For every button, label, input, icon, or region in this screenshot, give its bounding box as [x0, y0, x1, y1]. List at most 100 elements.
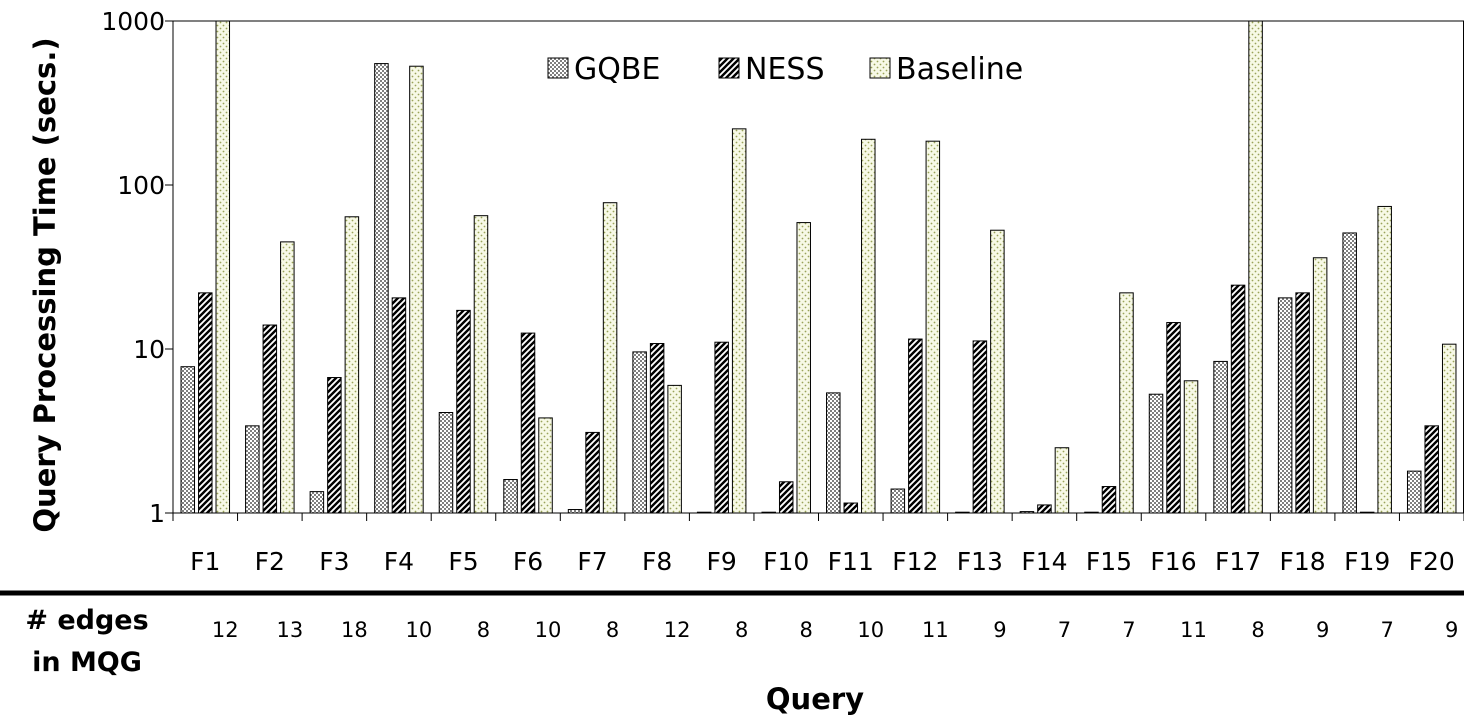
bar-ness-f13	[972, 340, 988, 514]
bar-gqbe-f20	[1406, 470, 1422, 514]
legend-swatch-ness	[718, 57, 740, 79]
bar-gqbe-f7	[567, 509, 583, 514]
legend: GQBE NESS Baseline	[547, 52, 1023, 87]
legend-label-gqbe: GQBE	[574, 52, 660, 87]
bar-ness-f11	[843, 502, 859, 514]
x-tick-label: F12	[892, 547, 938, 576]
bar-ness-f5	[456, 309, 471, 514]
bar-gqbe-f10	[761, 511, 776, 514]
y-tick-label: 100	[117, 171, 165, 200]
bar-baseline-f6	[538, 417, 553, 514]
bar-baseline-f7	[602, 202, 618, 514]
x-tick-label: F19	[1344, 547, 1390, 576]
legend-swatch-gqbe	[547, 57, 569, 79]
x-tick-label: F20	[1409, 547, 1455, 576]
x-tick-label: F13	[957, 547, 1003, 576]
bar-gqbe-f9	[696, 511, 712, 514]
edges-count-f1: 12	[212, 618, 239, 642]
bar-gqbe-f1	[180, 366, 196, 514]
bar-ness-f18	[1295, 292, 1310, 514]
bar-gqbe-f8	[632, 351, 647, 514]
x-tick-label: F2	[255, 547, 285, 576]
bar-baseline-f5	[473, 215, 489, 514]
bar-baseline-f11	[861, 138, 876, 514]
edges-row-label-line2: in MQG	[32, 647, 142, 678]
bar-ness-f8	[649, 343, 665, 514]
x-axis-label: Query	[766, 682, 864, 716]
bar-baseline-f12	[925, 140, 941, 514]
edges-count-f3: 18	[341, 618, 368, 642]
edges-count-f5: 8	[477, 618, 490, 642]
edges-row-label-line1: # edges	[25, 605, 148, 636]
x-tick-label: F15	[1086, 547, 1132, 576]
bar-gqbe-f3	[309, 491, 325, 514]
bar-gqbe-f16	[1148, 393, 1164, 514]
edges-count-f6: 10	[535, 618, 562, 642]
edges-count-f19: 7	[1380, 618, 1393, 642]
x-tick-label: F3	[319, 547, 349, 576]
bar-ness-f14	[1037, 504, 1052, 514]
edges-count-f17: 8	[1251, 618, 1264, 642]
edges-count-f4: 10	[406, 618, 433, 642]
bar-ness-f4	[391, 297, 407, 514]
edges-count-f11: 10	[857, 618, 884, 642]
bar-ness-f10	[778, 481, 794, 514]
bar-ness-f2	[262, 324, 278, 514]
bar-baseline-f1	[215, 20, 231, 514]
legend-label-baseline: Baseline	[896, 52, 1023, 87]
x-tick-label: F5	[448, 547, 478, 576]
bar-gqbe-f15	[1084, 511, 1099, 514]
bar-gqbe-f13	[955, 511, 970, 514]
y-tick-label: 1000	[101, 7, 165, 36]
bar-baseline-f3	[344, 216, 360, 514]
y-tick-label: 10	[133, 335, 165, 364]
bar-baseline-f20	[1441, 343, 1457, 514]
bar-ness-f3	[327, 377, 342, 514]
bar-ness-f1	[198, 292, 213, 514]
x-tick-label: F18	[1280, 547, 1326, 576]
tick-labels: 1 10 100 1000 F1 F2 F3 F4 F5 F6 F7 F8 F9 F10 F11 F12 F13…	[101, 7, 1454, 576]
bar-gqbe-f12	[890, 488, 906, 514]
bar-baseline-f15	[1119, 292, 1134, 514]
bar-baseline-f17	[1248, 20, 1263, 514]
x-tick-label: F11	[828, 547, 874, 576]
bar-ness-f16	[1166, 322, 1181, 514]
legend-swatch-baseline	[869, 57, 891, 79]
edges-count-f8: 12	[664, 618, 691, 642]
x-tick-label: F17	[1215, 547, 1261, 576]
bar-baseline-f18	[1312, 257, 1328, 514]
bar-baseline-f9	[731, 128, 747, 514]
bar-ness-f19	[1359, 511, 1375, 514]
bar-ness-f15	[1101, 486, 1117, 514]
edges-count-f7: 8	[606, 618, 619, 642]
edges-count-f18: 9	[1316, 618, 1329, 642]
x-tick-label: F1	[190, 547, 220, 576]
bar-gqbe-f18	[1277, 297, 1293, 514]
bar-baseline-f14	[1054, 447, 1070, 514]
edges-count-f10: 8	[800, 618, 813, 642]
bar-gqbe-f6	[503, 479, 518, 514]
y-tick-label: 1	[149, 499, 165, 528]
bar-ness-f9	[714, 341, 729, 514]
axes	[165, 20, 1464, 521]
bar-baseline-f8	[667, 384, 682, 514]
edges-count-f12: 11	[922, 618, 949, 642]
legend-label-ness: NESS	[745, 52, 824, 87]
x-tick-label: F4	[384, 547, 414, 576]
x-tick-label: F9	[707, 547, 737, 576]
edges-row: 12 13 18 10 8 10 8 12 8 8 10 11 9 7 7 11 8 9 7 9	[212, 618, 1459, 642]
x-tick-label: F14	[1021, 547, 1067, 576]
bar-gqbe-f5	[438, 412, 454, 514]
x-tick-label: F7	[577, 547, 607, 576]
bar-baseline-f16	[1183, 380, 1199, 514]
bar-gqbe-f4	[374, 63, 389, 514]
bar-ness-f6	[520, 332, 536, 514]
y-axis-label: Query Processing Time (secs.)	[28, 37, 62, 532]
edges-count-f15: 7	[1122, 618, 1135, 642]
bar-baseline-f10	[796, 222, 811, 514]
bar-gqbe-f2	[245, 425, 260, 514]
bar-gqbe-f11	[826, 392, 841, 514]
bar-baseline-f4	[409, 65, 424, 514]
x-tick-label: F6	[513, 547, 543, 576]
edges-count-f16: 11	[1180, 618, 1207, 642]
